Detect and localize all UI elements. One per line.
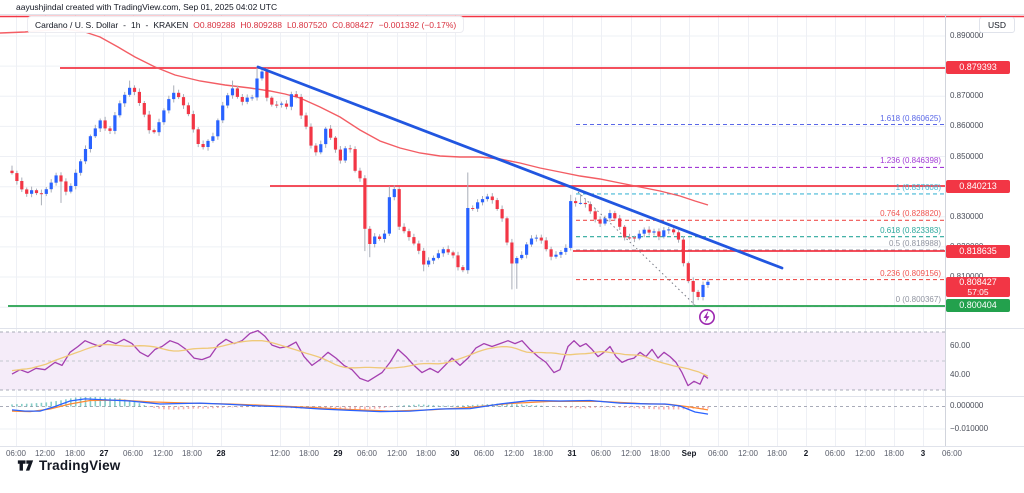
time-axis-label: 18:00 xyxy=(181,449,203,458)
time-axis-label: Sep xyxy=(681,449,697,458)
time-axis-label: 3 xyxy=(920,449,926,458)
time-axis-label: 27 xyxy=(99,449,109,458)
price-axis-label: 0.810000 xyxy=(950,272,983,281)
time-axis-label: 18:00 xyxy=(766,449,788,458)
price-axis-label: 0.890000 xyxy=(950,31,984,40)
tradingview-logo-icon xyxy=(17,460,34,471)
symbol-name: Cardano / U. S. Dollar xyxy=(35,19,119,30)
ohlc-low: L0.807520 xyxy=(286,19,328,30)
legend-separator: - xyxy=(145,19,149,30)
price-axis-label: 0.870000 xyxy=(950,91,984,101)
fib-level-label: 1 (0.837608) xyxy=(895,182,941,192)
time-axis-label: 18:00 xyxy=(883,449,905,458)
fib-level-label: 1.236 (0.846398) xyxy=(880,156,941,166)
tradingview-logo[interactable]: TradingView xyxy=(17,457,120,474)
time-axis-label: 12:00 xyxy=(152,449,174,458)
time-axis-label: 18:00 xyxy=(64,449,86,458)
time-axis-label: 12:00 xyxy=(620,449,642,458)
price-badge: 0.800404 xyxy=(946,299,1010,313)
rsi-axis-label: 40.00 xyxy=(950,370,971,379)
time-axis-label: 2 xyxy=(803,449,809,458)
ohlc-close: C0.808427 xyxy=(332,19,374,30)
currency-button[interactable]: USD xyxy=(979,17,1015,33)
time-axis-label: 18:00 xyxy=(298,449,320,458)
time-axis-label: 12:00 xyxy=(737,449,759,458)
currency-label: USD xyxy=(988,20,1006,30)
countdown-timer: 57:05 xyxy=(967,286,989,297)
ohlc-open: O0.809288 xyxy=(193,19,236,30)
time-axis-label: 06:00 xyxy=(473,449,495,458)
price-badge: 0.879393 xyxy=(946,61,1010,75)
fib-level-label: 0.764 (0.828820) xyxy=(880,209,941,219)
price-badge: 0.818635 xyxy=(946,244,1010,258)
macd-axis-label: −0.010000 xyxy=(950,424,989,433)
fib-level-label: 0.5 (0.818988) xyxy=(888,238,941,248)
tradingview-logo-text: TradingView xyxy=(39,458,121,473)
time-axis-label: 12:00 xyxy=(269,449,291,458)
time-axis-label: 12:00 xyxy=(503,449,525,458)
rsi-axis-label: 60.00 xyxy=(950,341,971,350)
time-axis-label: 12:00 xyxy=(34,449,56,458)
attribution-text: aayushjindal created with TradingView.co… xyxy=(16,2,278,12)
time-axis-label: 18:00 xyxy=(532,449,554,458)
price-badge: 0.840213 xyxy=(946,179,1010,193)
time-axis-label: 29 xyxy=(333,449,343,458)
time-axis-label: 06:00 xyxy=(5,449,27,458)
fib-level-label: 0 (0.800367) xyxy=(895,295,941,305)
price-axis-label: 0.860000 xyxy=(950,121,984,131)
legend-separator: - xyxy=(123,19,126,30)
price-axis[interactable] xyxy=(945,14,1024,446)
time-axis-label: 06:00 xyxy=(590,449,612,458)
time-axis-label: 06:00 xyxy=(941,449,963,458)
time-axis-label: 18:00 xyxy=(649,449,671,458)
time-axis-label: 12:00 xyxy=(854,449,876,458)
ohlc-high: H0.809288 xyxy=(240,19,282,30)
time-axis-label: 06:00 xyxy=(824,449,846,458)
macd-axis-label: 0.000000 xyxy=(950,401,984,410)
fib-level-label: 0.618 (0.823383) xyxy=(880,225,941,235)
symbol-interval: 1h xyxy=(131,19,141,30)
time-axis-label: 31 xyxy=(567,449,577,458)
time-axis-label: 06:00 xyxy=(122,449,144,458)
time-axis-label: 28 xyxy=(216,449,226,458)
price-axis-label: 0.830000 xyxy=(950,211,984,221)
ohlc-change: −0.001392 (−0.17%) xyxy=(378,19,457,30)
symbol-legend: Cardano / U. S. Dollar - 1h - KRAKEN O0.… xyxy=(27,16,465,33)
price-axis-label: 0.850000 xyxy=(950,151,984,161)
fib-level-label: 0.236 (0.809156) xyxy=(880,268,941,278)
price-badge: 0.808427 57:05 xyxy=(946,276,1010,297)
symbol-exchange: KRAKEN xyxy=(153,19,189,30)
time-axis-label: 06:00 xyxy=(707,449,729,458)
fib-level-label: 1.618 (0.860625) xyxy=(880,113,941,123)
time-axis-label: 18:00 xyxy=(415,449,437,458)
time-axis-label: 30 xyxy=(450,449,460,458)
time-axis-label: 12:00 xyxy=(386,449,408,458)
time-axis-label: 06:00 xyxy=(356,449,378,458)
